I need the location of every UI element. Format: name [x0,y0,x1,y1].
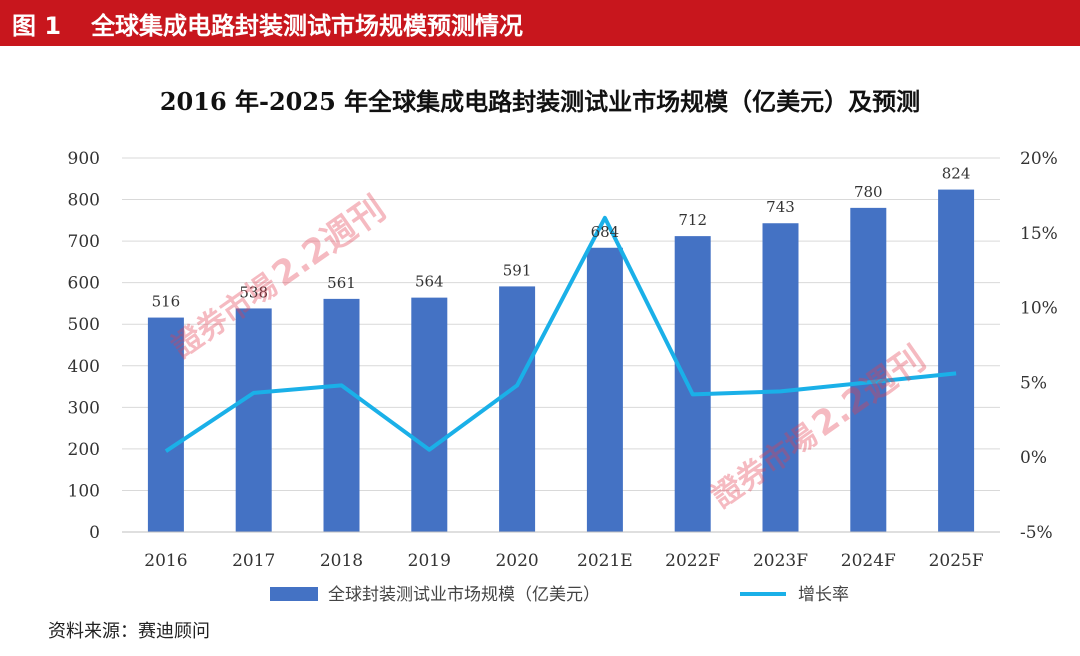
bar [938,189,975,533]
y-left-tick-label: 200 [68,440,100,460]
bar-value-label: 743 [766,198,795,216]
y-left-tick-label: 100 [68,481,100,501]
bar-series [147,189,975,533]
chart-title: 2016 年-2025 年全球集成电路封装测试业市场规模（亿美元）及预测 [159,87,921,116]
y-left-tick-label: 300 [68,398,100,418]
x-tick-label: 2016 [144,551,187,571]
bar-value-label: 564 [415,273,444,291]
y-right-tick-label: 0% [1020,448,1047,468]
bar [235,308,272,532]
bar [850,207,887,532]
y-right-tick-label: 20% [1020,149,1058,169]
bar [674,236,711,532]
bar-value-label: 538 [239,283,268,301]
bar-value-label: 780 [854,183,883,201]
x-tick-label: 2024F [841,551,896,571]
x-tick-label: 2020 [495,551,538,571]
bar-value-label: 684 [591,223,620,241]
y-right-tick-label: 15% [1020,224,1058,244]
growth-line-series [164,215,957,453]
legend: 全球封装测试业市场规模（亿美元） 增长率 [270,585,849,605]
legend-bar-label: 全球封装测试业市场规模（亿美元） [328,585,600,605]
y-left-tick-label: 800 [68,191,100,211]
y-right-tick-label: 5% [1020,373,1047,393]
x-tick-label: 2019 [408,551,451,571]
y-left-tick-label: 500 [68,315,100,335]
y-left-tick-label: 700 [68,232,100,252]
legend-line-label: 增长率 [798,585,849,605]
y-left-tick-label: 400 [68,357,100,377]
bar-value-label: 561 [327,274,356,292]
x-tick-label: 2023F [753,551,808,571]
figure-label: 图 1 [12,11,62,40]
bar [499,286,536,532]
figure-title: 全球集成电路封装测试市场规模预测情况 [91,11,524,40]
x-tick-label: 2025F [929,551,984,571]
y-right-tick-label: -5% [1020,523,1053,543]
data-labels: 516 538 561 564 591 684 712 743 780 824 [152,165,971,311]
source-note: 资料来源：赛迪顾问 [48,621,210,642]
axes: 0 100 200 300 400 500 600 700 800 900 -5% 0% 5% 10% 15… [68,149,1058,571]
bar [586,247,623,532]
bar-value-label: 712 [678,211,707,229]
bar [762,223,799,532]
legend-bar-swatch [270,587,318,601]
bar [411,297,448,532]
x-tick-label: 2018 [320,551,363,571]
bar-value-label: 591 [503,261,532,279]
y-left-tick-label: 900 [68,149,100,169]
y-right-tick-label: 10% [1020,299,1058,319]
y-left-tick-label: 0 [89,523,100,543]
bar [147,317,184,532]
y-left-tick-label: 600 [68,274,100,294]
x-tick-label: 2021E [577,551,633,571]
figure-header: 图 1 全球集成电路封装测试市场规模预测情况 [0,0,1080,46]
x-tick-label: 2022F [665,551,720,571]
bar-value-label: 824 [942,165,971,183]
growth-rate-line [164,215,957,453]
bar [323,298,360,532]
bar-value-label: 516 [152,293,181,311]
x-tick-label: 2017 [232,551,275,571]
